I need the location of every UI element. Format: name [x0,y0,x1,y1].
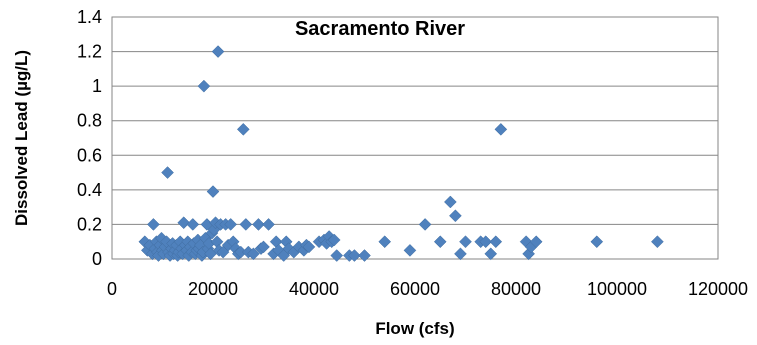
data-point-97 [418,218,432,231]
data-point-112 [590,235,604,249]
data-point-4 [147,218,160,231]
data-point-35 [186,218,200,231]
y-axis-title: Dissolved Lead (µg/L) [12,50,31,226]
data-point-73 [262,218,275,231]
x-axis-ticks: 0 20000 40000 60000 80000 100000 120000 [107,279,748,299]
y-tick-label: 0 [92,249,102,269]
data-point-95 [378,235,392,249]
data-point-98 [433,235,447,249]
data-point-91 [330,249,344,262]
x-tick-label: 20000 [188,279,238,299]
data-point-105 [484,247,498,261]
y-tick-label: 1.2 [77,42,102,62]
y-tick-label: 1.4 [77,7,102,27]
data-point-84 [302,240,316,254]
x-tick-label: 60000 [390,279,440,299]
data-point-100 [449,209,462,223]
y-tick-label: 0.2 [77,214,102,234]
y-tick-label: 0.4 [77,180,102,200]
data-point-104 [479,235,493,249]
y-tick-label: 0.8 [77,111,102,131]
data-point-93 [348,249,361,262]
data-point-28 [177,216,191,230]
x-tick-label: 80000 [491,279,541,299]
data-point-69 [247,247,260,261]
data-point-99 [443,195,457,209]
data-point-70 [252,218,265,231]
data-point-44 [197,79,211,93]
y-axis-ticks: 0 0.2 0.4 0.6 0.8 1 1.2 1.4 [77,7,102,269]
data-point-96 [403,244,417,257]
data-point-107 [494,123,508,136]
x-axis-title: Flow (cfs) [375,319,454,338]
chart-title: Sacramento River [295,18,465,40]
data-point-94 [358,249,371,262]
y-tick-label: 0.6 [77,145,102,165]
data-point-66 [236,123,250,136]
x-tick-label: 0 [107,279,117,299]
data-point-51 [206,185,220,198]
data-point-102 [459,235,472,249]
data-point-90 [327,233,341,247]
x-tick-label: 120000 [688,279,748,299]
data-points [138,45,664,262]
data-point-61 [224,218,238,231]
plot-area [111,16,719,260]
data-point-72 [257,240,270,254]
data-point-113 [651,235,664,249]
x-tick-label: 100000 [587,279,647,299]
data-point-15 [161,166,174,179]
data-point-106 [489,235,503,249]
data-point-55 [211,45,225,58]
data-point-101 [454,247,467,261]
data-point-67 [239,218,253,231]
x-tick-label: 40000 [289,279,339,299]
y-tick-label: 1 [92,76,102,96]
data-point-111 [529,235,543,249]
